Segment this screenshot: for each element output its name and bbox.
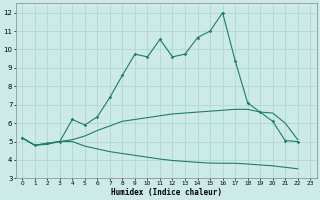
X-axis label: Humidex (Indice chaleur): Humidex (Indice chaleur) bbox=[111, 188, 222, 197]
